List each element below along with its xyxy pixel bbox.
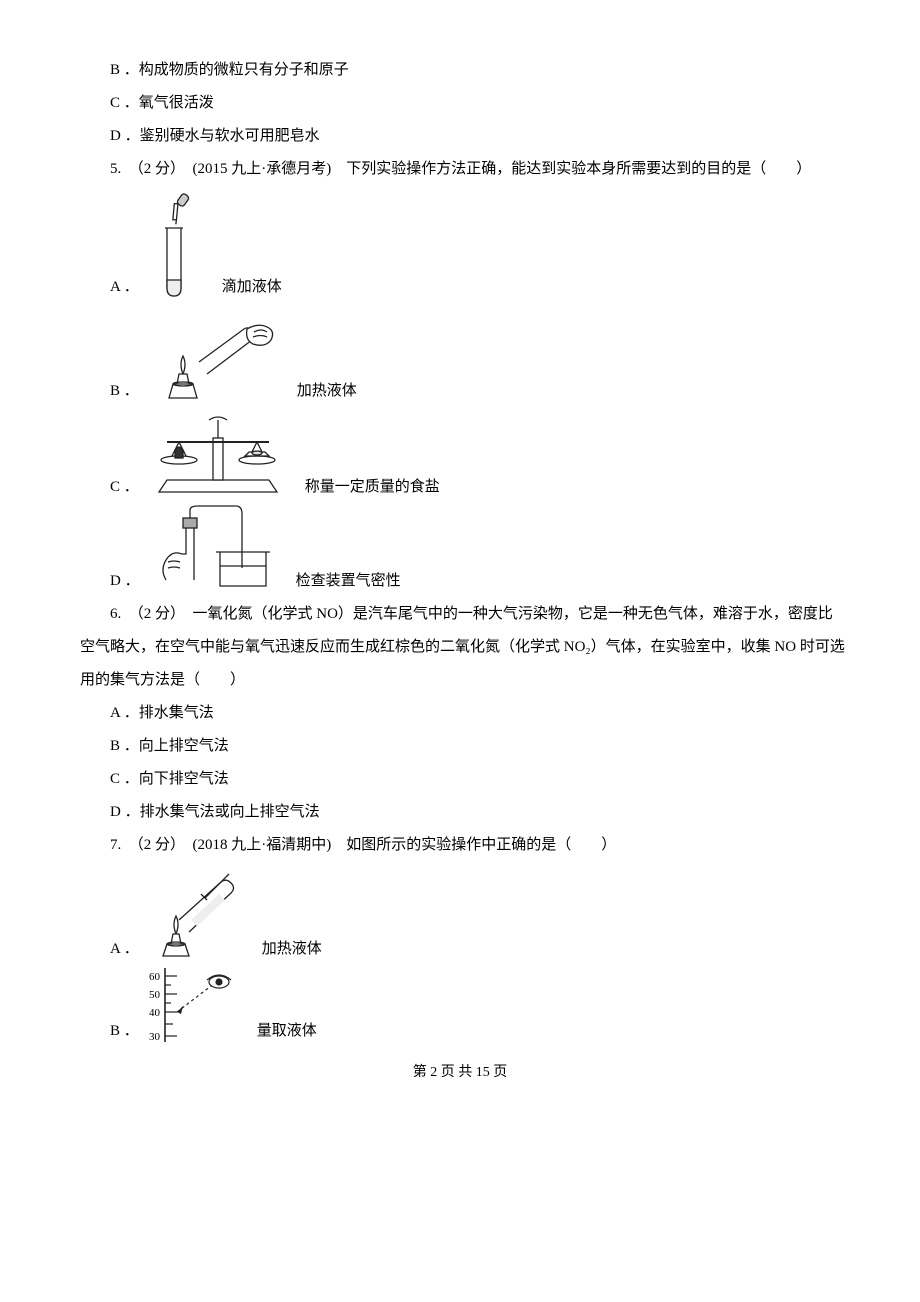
q5-option-d: D ． 检查装置气密性 — [80, 504, 840, 594]
q5-d-label: D ． — [110, 570, 140, 595]
q6-stem-l3: 用的集气方法是（ ） — [80, 664, 840, 697]
svg-text:50: 50 — [149, 989, 161, 1001]
q5-option-c: C ． — [80, 408, 840, 500]
q5-d-text: 检查装置气密性 — [296, 570, 401, 595]
q5-stem: 5. （2 分） (2015 九上·承德月考) 下列实验操作方法正确，能达到实验… — [80, 153, 840, 186]
q6-option-b: B ．向上排空气法 — [80, 730, 840, 763]
q6-stem-l2: 空气略大，在空气中能与氧气迅速反应而生成红棕色的二氧化氮（化学式 NO₂）气体，… — [80, 631, 840, 664]
q5-a-label: A ． — [110, 276, 139, 301]
q4-option-c: C ．氧气很活泼 — [80, 87, 840, 120]
svg-text:40: 40 — [149, 1007, 161, 1019]
q5-a-figure — [149, 188, 204, 300]
svg-text:60: 60 — [149, 971, 161, 983]
q5-a-text: 滴加液体 — [222, 276, 282, 301]
q7-b-label: B ． — [110, 1020, 139, 1045]
q5-b-text: 加热液体 — [297, 380, 357, 405]
q6-option-d: D ．排水集气法或向上排空气法 — [80, 796, 840, 829]
q7-a-label: A ． — [110, 938, 139, 963]
q6-option-c: C ．向下排空气法 — [80, 763, 840, 796]
page-footer: 第 2 页 共 15 页 — [80, 1058, 840, 1089]
q5-b-label: B ． — [110, 380, 139, 405]
q7-b-text: 量取液体 — [257, 1020, 317, 1045]
q7-option-b: B ． 60 — [80, 966, 840, 1044]
q6-stem-l1: 6. （2 分） 一氧化氮（化学式 NO）是汽车尾气中的一种大气污染物，它是一种… — [80, 598, 840, 631]
q7-a-figure — [149, 864, 244, 962]
q7-stem: 7. （2 分） (2018 九上·福清期中) 如图所示的实验操作中正确的是（ … — [80, 829, 840, 862]
q5-d-figure — [150, 504, 278, 594]
q7-a-text: 加热液体 — [262, 938, 322, 963]
q6-option-a: A ．排水集气法 — [80, 697, 840, 730]
q5-c-text: 称量一定质量的食盐 — [305, 476, 440, 501]
svg-text:30: 30 — [149, 1031, 161, 1043]
q7-b-figure: 60 50 40 30 — [149, 966, 239, 1044]
q4-option-d: D ．鉴别硬水与软水可用肥皂水 — [80, 120, 840, 153]
q5-b-figure — [149, 304, 279, 404]
q5-c-figure — [149, 408, 287, 500]
q5-option-a: A ． 滴加液体 — [80, 188, 840, 300]
q7-option-a: A ． 加热液体 — [80, 864, 840, 962]
q4-option-b: B ．构成物质的微粒只有分子和原子 — [80, 54, 840, 87]
q5-c-label: C ． — [110, 476, 139, 501]
q5-option-b: B ． 加热液体 — [80, 304, 840, 404]
